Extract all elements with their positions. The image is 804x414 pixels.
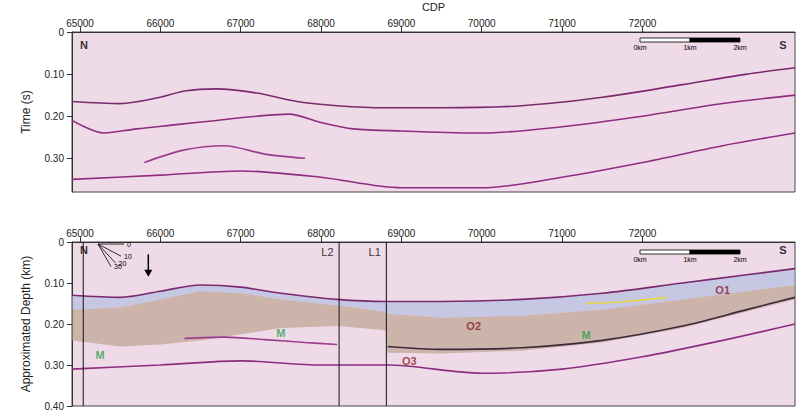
svg-text:65000: 65000 [66,18,94,29]
svg-text:O1: O1 [715,284,730,296]
svg-text:0.20: 0.20 [45,319,65,330]
svg-text:1km: 1km [683,256,696,263]
svg-text:69000: 69000 [387,228,415,239]
svg-text:72000: 72000 [628,228,656,239]
svg-text:2km: 2km [733,44,746,51]
svg-text:70000: 70000 [468,18,496,29]
svg-text:20: 20 [118,259,127,267]
svg-text:0.30: 0.30 [45,153,65,164]
svg-text:66000: 66000 [146,18,174,29]
svg-text:0: 0 [58,27,64,38]
svg-text:71000: 71000 [548,228,576,239]
svg-text:0: 0 [127,241,131,248]
svg-text:68000: 68000 [307,18,335,29]
svg-text:N: N [80,244,88,256]
svg-text:30: 30 [114,263,122,270]
svg-text:0.30: 0.30 [45,360,65,371]
svg-text:0km: 0km [633,256,646,263]
svg-text:0.20: 0.20 [45,111,65,122]
svg-text:68000: 68000 [307,228,335,239]
svg-text:0km: 0km [633,44,646,51]
svg-text:0.10: 0.10 [45,69,65,80]
svg-text:66000: 66000 [146,228,174,239]
svg-text:S: S [779,39,786,51]
svg-text:0: 0 [58,237,64,248]
svg-text:CDP: CDP [422,1,445,13]
svg-text:Time (s): Time (s) [19,90,33,134]
svg-text:65000: 65000 [66,228,94,239]
svg-text:N: N [80,39,88,51]
svg-text:O3: O3 [402,355,417,367]
svg-text:Approximated Depth (km): Approximated Depth (km) [19,256,33,393]
svg-text:0.40: 0.40 [45,401,65,412]
svg-text:L2: L2 [321,246,333,258]
svg-text:0.10: 0.10 [45,278,65,289]
svg-text:67000: 67000 [227,228,255,239]
svg-text:1km: 1km [683,44,696,51]
svg-text:72000: 72000 [628,18,656,29]
svg-text:M: M [276,327,285,339]
svg-text:2km: 2km [733,256,746,263]
svg-text:O2: O2 [466,320,481,332]
svg-text:71000: 71000 [548,18,576,29]
svg-text:S: S [779,244,786,256]
svg-text:L1: L1 [369,246,381,258]
svg-text:M: M [96,349,105,361]
svg-text:67000: 67000 [227,18,255,29]
svg-text:69000: 69000 [387,18,415,29]
svg-text:M: M [582,329,591,341]
svg-text:70000: 70000 [468,228,496,239]
svg-text:10: 10 [124,253,132,260]
